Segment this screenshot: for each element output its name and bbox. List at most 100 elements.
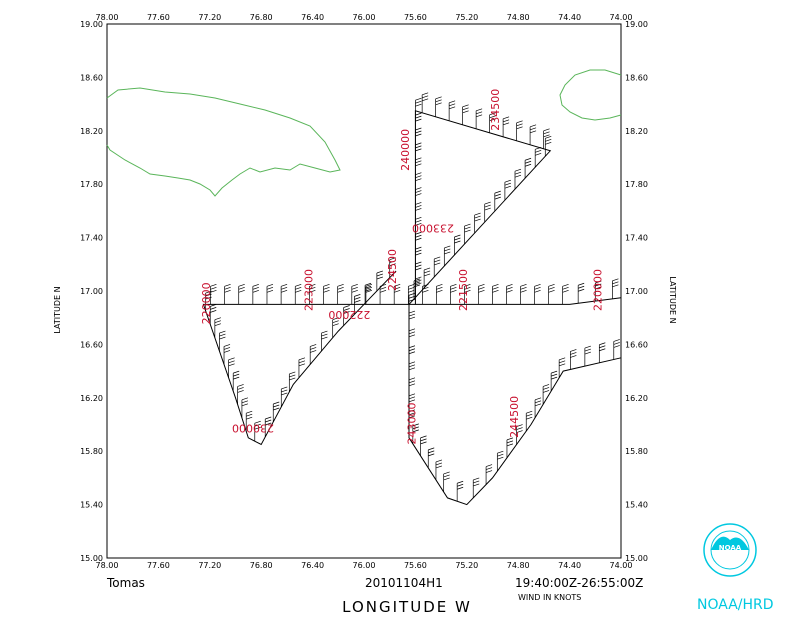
y-tick-label-left: 15.80 bbox=[80, 447, 103, 456]
wind-barb-feather bbox=[413, 281, 421, 285]
wind-barb-feather bbox=[595, 283, 602, 287]
wind-barb-feather bbox=[613, 345, 620, 348]
x-tick-label-bottom: 76.80 bbox=[250, 561, 273, 570]
wind-barb-feather bbox=[506, 287, 513, 290]
wind-barb-feather bbox=[365, 284, 373, 287]
wind-barb-feather bbox=[420, 441, 427, 445]
x-tick-label-top: 76.00 bbox=[353, 13, 376, 22]
wind-barb-feather bbox=[252, 290, 259, 293]
wind-barb-feather bbox=[506, 440, 514, 444]
y-tick-label-right: 15.40 bbox=[625, 501, 648, 510]
wind-barb-feather bbox=[434, 256, 441, 260]
wind-barb-feather bbox=[408, 310, 416, 314]
wind-barb-feather bbox=[534, 290, 541, 293]
wind-barb-feather bbox=[415, 267, 422, 271]
wind-barb-feather bbox=[474, 215, 481, 219]
wind-barb-feather bbox=[443, 474, 450, 478]
y-tick-label-right: 15.80 bbox=[625, 447, 648, 456]
wind-barb-feather bbox=[210, 304, 217, 307]
wind-barb-feather bbox=[464, 226, 471, 230]
y-tick-label-right: 16.60 bbox=[625, 340, 648, 349]
x-tick-label-bottom: 77.60 bbox=[147, 561, 170, 570]
wind-barb-feather bbox=[436, 284, 443, 287]
wind-barb-feather bbox=[408, 348, 416, 352]
y-tick-labels-right: 15.00 15.40 15.80 16.20 16.60 17.00 17.40 17.80… bbox=[625, 20, 648, 563]
org-label: NOAA/HRD bbox=[697, 597, 774, 613]
wind-barb-feather bbox=[413, 278, 421, 282]
wind-barb-feather bbox=[295, 287, 302, 290]
wind-barb-feather bbox=[545, 135, 552, 139]
wind-barb-feather bbox=[424, 273, 431, 277]
wind-barb-feather bbox=[415, 223, 422, 226]
y-tick-label-right: 15.00 bbox=[625, 554, 648, 563]
y-tick-label-right: 18.60 bbox=[625, 73, 648, 82]
wind-barb-feather bbox=[450, 284, 457, 287]
wind-barb-feather bbox=[497, 450, 504, 454]
wind-barb-feather bbox=[210, 287, 217, 290]
wind-barb-feather bbox=[506, 437, 514, 441]
wind-barb-feather bbox=[408, 396, 416, 400]
wind-barb-feather bbox=[310, 347, 317, 350]
wind-barb-feather bbox=[408, 284, 415, 287]
wind-barb-feather bbox=[415, 130, 422, 134]
wind-barb-feather bbox=[415, 217, 422, 220]
wind-barb-feather bbox=[412, 426, 419, 430]
wind-barb-feather bbox=[584, 348, 591, 352]
wind-barb-feather bbox=[323, 284, 330, 287]
wind-barb-feather bbox=[478, 287, 485, 290]
time-label: 243000 bbox=[405, 403, 418, 445]
wind-barb-feather bbox=[559, 360, 566, 364]
wind-barb-feather bbox=[535, 146, 542, 150]
wind-barb-feather bbox=[246, 416, 253, 420]
y-tick-label-right: 18.20 bbox=[625, 127, 648, 136]
y-tick-label-left: 17.00 bbox=[80, 287, 103, 296]
wind-barb-feather bbox=[415, 118, 422, 122]
wind-barb-feather bbox=[428, 453, 435, 457]
wind-barb-feather bbox=[506, 443, 514, 447]
wind-barb-feather bbox=[354, 300, 361, 303]
wind-barb-feather bbox=[310, 344, 317, 347]
wind-barb-feather bbox=[224, 284, 231, 287]
wind-barb-feather bbox=[408, 415, 416, 419]
wind-barb-feather bbox=[415, 234, 422, 238]
wind-barb-feather bbox=[376, 276, 383, 280]
wind-barb-feather bbox=[351, 290, 358, 293]
wind-barb-feather bbox=[435, 96, 442, 100]
wind-barb-feather bbox=[464, 284, 471, 287]
wind-barb-feather bbox=[408, 377, 416, 381]
y-tick-label-right: 19.00 bbox=[625, 20, 648, 29]
wind-barb-feather bbox=[420, 435, 427, 439]
wind-barb-feather bbox=[534, 400, 542, 404]
x-tick-label-top: 76.40 bbox=[301, 13, 324, 22]
wind-barb-feather bbox=[295, 290, 302, 293]
wind-barb-feather bbox=[504, 179, 512, 183]
wind-barb-feather bbox=[613, 342, 620, 345]
wind-barb-feather bbox=[309, 284, 316, 287]
wind-barb-feather bbox=[337, 284, 344, 287]
wind-barb-feather bbox=[379, 284, 387, 287]
wind-barb-feather bbox=[415, 100, 422, 104]
wind-barb-feather bbox=[502, 122, 510, 126]
wind-barb-feather bbox=[520, 284, 527, 287]
x-tick-label-bottom: 74.80 bbox=[507, 561, 530, 570]
wind-barb-feather bbox=[289, 377, 296, 381]
wind-barb-feather bbox=[210, 307, 217, 310]
wind-barb-feather bbox=[394, 287, 401, 290]
time-label: 244500 bbox=[508, 396, 521, 438]
wind-barb-feather bbox=[422, 92, 429, 96]
wind-barb-feather bbox=[408, 345, 416, 349]
wind-barb-feather bbox=[476, 114, 483, 118]
wind-barb-feather bbox=[529, 127, 537, 131]
wind-barb-feather bbox=[354, 294, 361, 297]
wind-barb-feather bbox=[238, 284, 245, 287]
wind-barb-feather bbox=[408, 412, 416, 416]
wind-barb-feather bbox=[415, 261, 422, 265]
wind-barb-feather bbox=[529, 124, 537, 128]
x-tick-label-bottom: 75.60 bbox=[404, 561, 427, 570]
wind-barb-feather bbox=[412, 429, 419, 433]
wind-barb-feather bbox=[238, 287, 245, 290]
wind-barb-feather bbox=[506, 284, 513, 287]
wind-barb-feather bbox=[474, 218, 481, 222]
wind-barb-feather bbox=[529, 130, 537, 134]
wind-barb-feather bbox=[354, 297, 361, 300]
